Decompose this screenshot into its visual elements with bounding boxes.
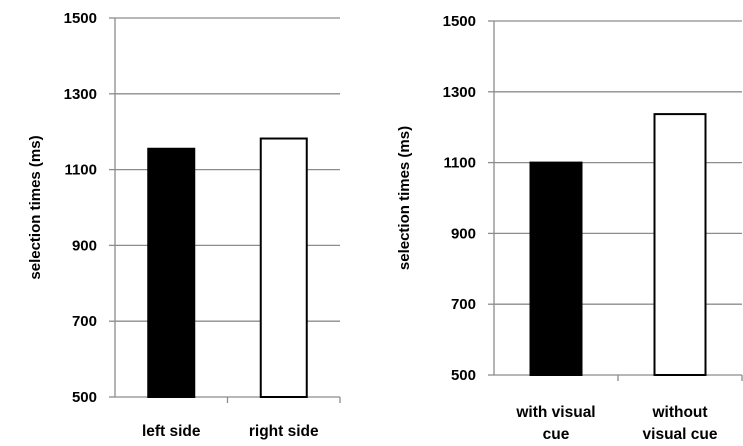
y-tick-label: 1500 [64,10,97,27]
y-axis-title: selection times (ms) [396,126,413,270]
x-category-label: left side [142,423,201,440]
y-tick-label: 900 [72,237,97,254]
bar [147,147,196,398]
y-tick-label: 900 [451,225,476,242]
y-tick-label: 700 [72,313,97,330]
y-tick-label: 1300 [443,84,476,101]
bar [653,113,707,377]
chart-visual-cue: 500 700 900 1100 1300 1500 with visual cue witho… [396,13,743,443]
y-tick-label: 500 [451,367,476,384]
bar [259,137,308,398]
y-tick-label: 1500 [443,13,476,30]
y-tick-label: 1300 [64,86,97,103]
x-category-label: right side [249,423,319,440]
y-axis-title: selection times (ms) [27,135,44,279]
bar [529,161,583,376]
y-tick-label: 500 [72,389,97,406]
y-tick-label: 700 [451,296,476,313]
x-category-label: with visual cue [515,404,595,443]
chart-left-vs-right-side: 500 700 900 1100 1300 1500 left side right side… [27,10,341,440]
y-tick-label: 1100 [64,162,97,179]
x-category-label: without visual cue [643,404,718,443]
y-tick-label: 1100 [443,155,476,172]
